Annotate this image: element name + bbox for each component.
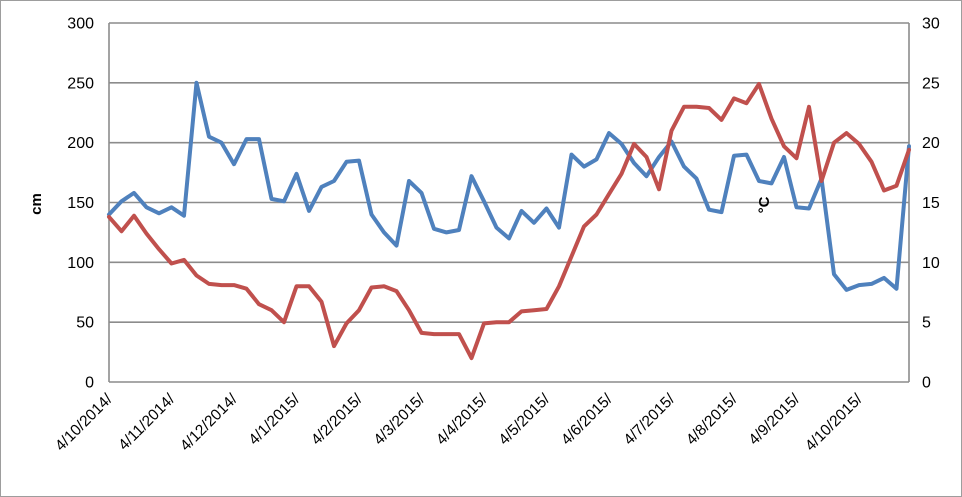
y-axis-right-tick: 20 (922, 135, 940, 152)
y-axis-left-tick: 100 (67, 255, 94, 272)
y-axis-left-tick: 250 (67, 75, 94, 92)
x-axis-date-labels: 4/10/2014/4/11/2014/4/12/2014/4/1/2015/4… (52, 390, 866, 454)
series-line-blue-cm (107, 80, 911, 292)
x-axis-date-label: 4/8/2015/ (683, 390, 741, 448)
x-axis-date-label: 4/5/2015/ (496, 390, 554, 448)
x-axis-date-label: 4/3/2015/ (371, 390, 429, 448)
y-axis-left-tick: 300 (67, 16, 94, 33)
y-axis-left-tick-labels: 0 50 100 150 200 250 300 (67, 16, 94, 392)
y-axis-right-tick: 25 (922, 75, 940, 92)
y-axis-right-tick: 10 (922, 255, 940, 272)
axes-lines (108, 23, 910, 382)
y-axis-right-tick: 0 (922, 375, 931, 392)
y-axis-right-tick: 5 (922, 315, 931, 332)
x-axis-date-label: 4/4/2015/ (433, 390, 491, 448)
x-axis-date-label: 4/11/2014/ (115, 390, 179, 454)
y-axis-left-tick: 50 (76, 315, 94, 332)
y-axis-left-title: cm (28, 193, 45, 215)
x-axis-date-label: 4/7/2015/ (621, 390, 679, 448)
y-axis-left-tick: 150 (67, 195, 94, 212)
y-axis-right-title: °C (756, 196, 773, 213)
y-axis-right-tick-labels: 0 5 10 15 20 25 30 (922, 16, 940, 392)
y-axis-right-tick: 30 (922, 16, 940, 33)
x-axis-date-label: 4/1/2015/ (246, 390, 304, 448)
y-axis-left-tick: 0 (85, 375, 94, 392)
x-axis-date-label: 4/10/2014/ (52, 390, 116, 454)
x-axis-date-label: 4/12/2014/ (177, 390, 241, 454)
x-axis-date-label: 4/6/2015/ (558, 390, 616, 448)
series-line-red-temperature (107, 82, 911, 361)
series-lines (107, 80, 911, 361)
x-axis-date-label: 4/2/2015/ (308, 390, 366, 448)
x-axis-date-label: 4/9/2015/ (746, 390, 804, 448)
y-axis-right-tick: 15 (922, 195, 940, 212)
gridlines (109, 22, 909, 383)
y-axis-left-tick: 200 (67, 135, 94, 152)
x-axis-date-label: 4/10/2015/ (802, 390, 866, 454)
